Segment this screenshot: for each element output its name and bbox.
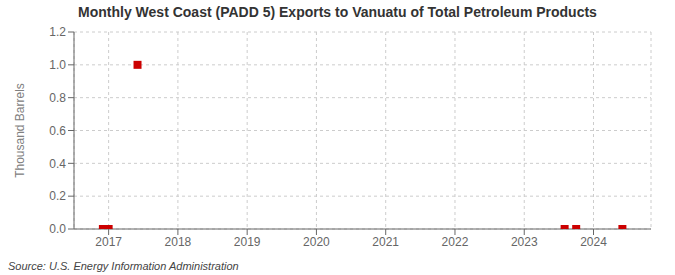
svg-text:1.2: 1.2	[49, 25, 66, 39]
svg-text:1.0: 1.0	[49, 58, 66, 72]
svg-text:2019: 2019	[234, 235, 261, 249]
svg-text:2023: 2023	[511, 235, 538, 249]
svg-text:2017: 2017	[95, 235, 122, 249]
svg-text:Thousand Barrels: Thousand Barrels	[13, 83, 27, 178]
svg-text:2024: 2024	[580, 235, 607, 249]
svg-text:2022: 2022	[442, 235, 469, 249]
svg-text:0.4: 0.4	[49, 157, 66, 171]
svg-text:0.8: 0.8	[49, 91, 66, 105]
svg-text:0.0: 0.0	[49, 222, 66, 236]
svg-text:2018: 2018	[165, 235, 192, 249]
html-text:Monthly West Coast (PADD 5) Ex: Monthly West Coast (PADD 5) Exports to V…	[78, 4, 597, 20]
svg-text:0.6: 0.6	[49, 124, 66, 138]
svg-text:2020: 2020	[303, 235, 330, 249]
svg-text:2021: 2021	[372, 235, 399, 249]
html-text:Source: U.S. Energy Informatio: Source: U.S. Energy Information Administ…	[8, 260, 239, 272]
svg-text:0.2: 0.2	[49, 189, 66, 203]
